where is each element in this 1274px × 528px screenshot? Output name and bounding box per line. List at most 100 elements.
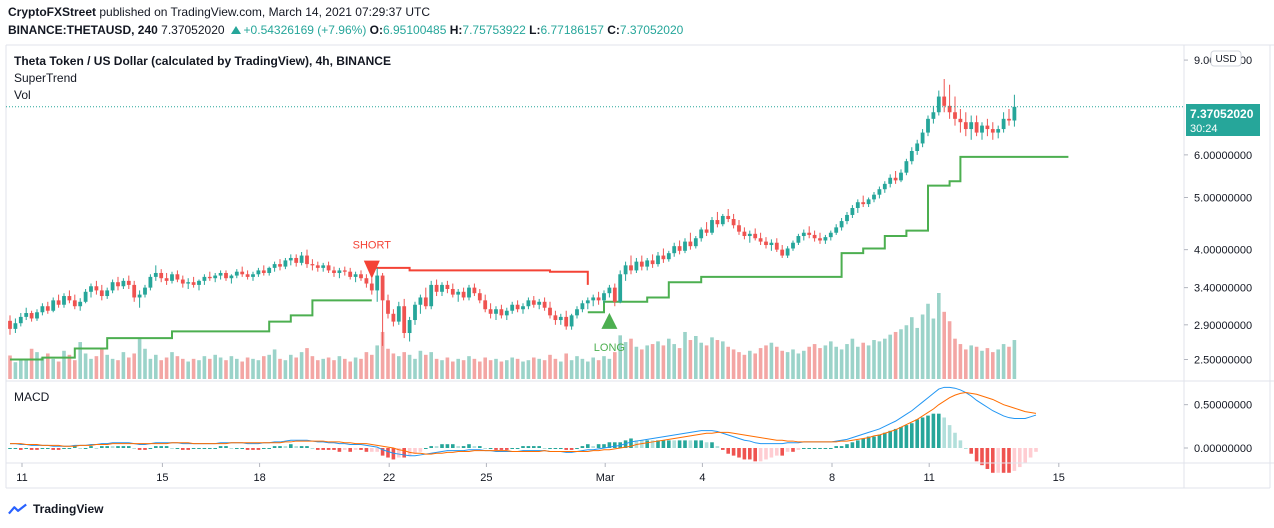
macd-histogram-bar (748, 448, 752, 460)
volume-bar (148, 358, 153, 379)
candle-body (213, 275, 218, 279)
legend-vol[interactable]: Vol (14, 88, 31, 102)
candle-body (845, 214, 849, 222)
macd-pane (8, 386, 1038, 473)
candle-body (396, 306, 401, 322)
volume-bar (920, 314, 925, 379)
candle-body (407, 320, 412, 334)
macd-histogram-bar (467, 444, 471, 448)
candle-body (380, 275, 385, 301)
tradingview-logo-icon (8, 503, 27, 514)
macd-histogram-bar (942, 417, 946, 448)
publish-line: CryptoFXStreet published on TradingView.… (8, 5, 430, 19)
candle-body (13, 323, 18, 329)
macd-histogram-bar (434, 446, 439, 448)
macd-histogram-bar (753, 448, 757, 462)
macd-histogram-bar (964, 448, 968, 449)
volume-bar (958, 344, 963, 379)
candle-body (175, 274, 180, 280)
macd-histogram-bar (974, 448, 979, 462)
legend-supertrend[interactable]: SuperTrend (14, 71, 77, 85)
macd-histogram-bar (1034, 448, 1038, 452)
volume-bar (802, 350, 806, 379)
volume-bar (467, 356, 471, 379)
volume-bar (143, 348, 147, 379)
volume-bar (883, 338, 887, 379)
candle-body (634, 261, 639, 271)
macd-histogram-bar (596, 444, 601, 448)
macd-histogram-bar (769, 448, 774, 458)
volume-bar (299, 352, 304, 379)
candle-body (315, 265, 320, 268)
macd-histogram-bar (51, 448, 55, 450)
volume-bar (866, 345, 871, 379)
macd-histogram-bar (326, 448, 331, 450)
macd-histogram-bar (780, 448, 784, 456)
macd-histogram-bar (791, 448, 795, 452)
supertrend-line (10, 155, 1069, 361)
volume-bar (343, 358, 347, 379)
candle-body (980, 125, 984, 133)
volume-bar (127, 357, 131, 379)
volume-bar (667, 338, 671, 379)
candle-body (413, 304, 417, 321)
volume-bar (251, 358, 255, 379)
macd-histogram-bar (213, 448, 217, 449)
volume-bar (640, 349, 644, 379)
macd-histogram-bar (375, 448, 379, 452)
candle-body (726, 215, 731, 220)
volume-bar (353, 357, 358, 379)
candle-body (893, 177, 898, 181)
volume-bar (478, 361, 482, 379)
candle-body (710, 220, 714, 233)
candle-body (580, 303, 585, 310)
candle-body (731, 219, 736, 226)
low-value: 6.77186157 (540, 23, 604, 37)
candle-body (764, 241, 768, 246)
candle-body (294, 257, 299, 263)
macd-histogram-bar (920, 417, 925, 448)
volume-bar (731, 349, 736, 379)
publisher-name[interactable]: CryptoFXStreet (8, 5, 97, 19)
volume-bar (332, 360, 336, 379)
volume-bar (321, 358, 325, 379)
macd-histogram-bar (526, 446, 531, 448)
macd-histogram-bar (845, 444, 849, 448)
macd-histogram-bar (699, 440, 703, 448)
volume-bar (413, 358, 417, 379)
volume-bar (208, 358, 212, 379)
candle-body (78, 301, 83, 307)
volume-bar (602, 356, 606, 379)
volume-bar (105, 354, 109, 379)
currency-button-bg[interactable] (1210, 50, 1242, 67)
candle-body (483, 300, 488, 310)
candle-body (850, 208, 855, 215)
volume-bar (872, 340, 876, 379)
candle-body (699, 229, 704, 239)
candle-body (947, 105, 952, 113)
candle-body (186, 282, 191, 284)
candle-body (618, 274, 623, 302)
candle-body (629, 265, 633, 271)
candle-body (326, 265, 331, 271)
volume-bar (904, 325, 909, 379)
volume-bar (753, 353, 757, 379)
price-change: +0.54326169 (+7.96%) (243, 23, 367, 37)
candle-body (369, 283, 374, 291)
legend-macd[interactable]: MACD (14, 390, 50, 404)
macd-histogram-bar (391, 448, 396, 460)
macd-histogram-bar (289, 444, 293, 448)
volume-bar (461, 360, 466, 379)
volume-bar (591, 357, 595, 379)
tradingview-logo[interactable]: TradingView (8, 502, 103, 516)
volume-bar (348, 361, 352, 379)
volume-bar (688, 340, 693, 379)
candle-body (110, 282, 115, 291)
volume-bar (483, 357, 487, 379)
candle-body (375, 275, 380, 291)
volume-bar (564, 353, 568, 379)
currency-button[interactable]: USD (1215, 54, 1236, 65)
volume-bar (634, 346, 639, 379)
supertrend-segment (371, 266, 589, 285)
